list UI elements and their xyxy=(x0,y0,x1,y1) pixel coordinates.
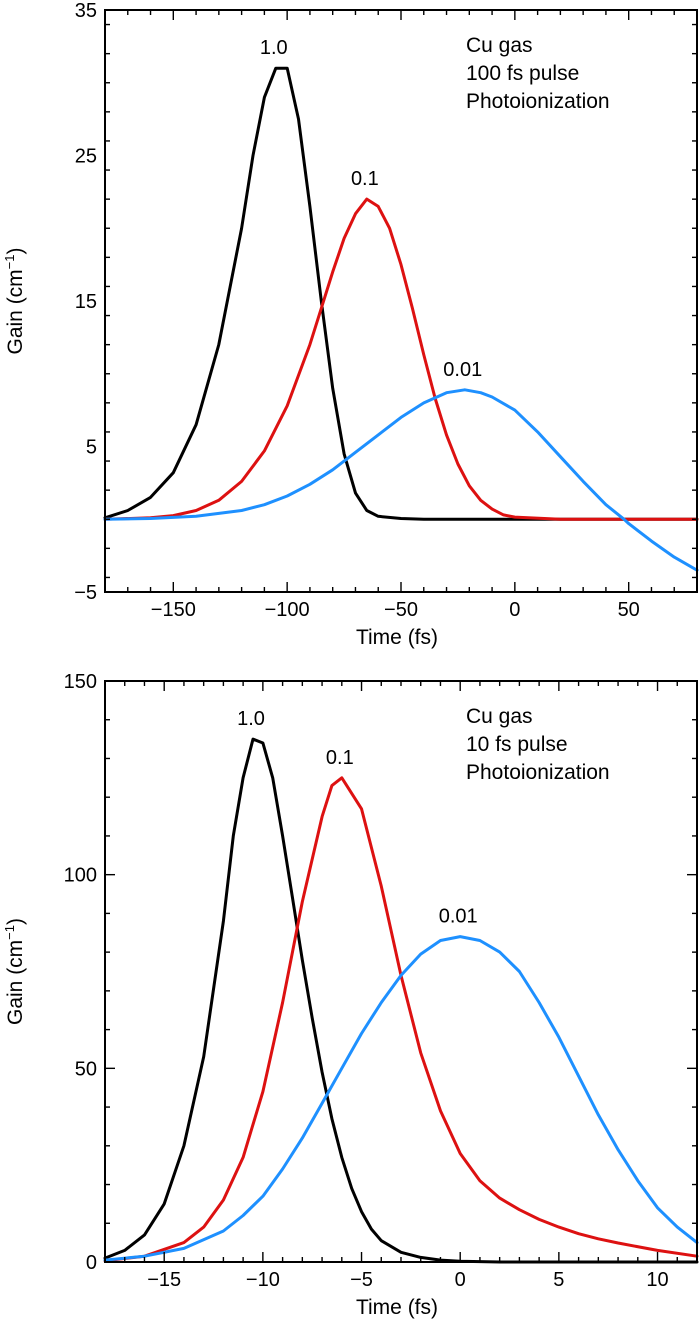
x-tick-label: 10 xyxy=(646,1269,668,1291)
y-tick-label: 50 xyxy=(75,1058,97,1080)
series-line-1-0 xyxy=(103,737,699,1264)
series-label-0-1: 0.1 xyxy=(351,168,379,190)
y-axis-label: Gain (cm−1) xyxy=(2,247,27,354)
x-tick-label: −10 xyxy=(246,1269,280,1291)
y-axis-label: Gain (cm−1) xyxy=(2,918,27,1025)
series-line-0-01 xyxy=(103,935,699,1262)
x-tick-label: −100 xyxy=(265,599,310,621)
x-tick-label: −50 xyxy=(384,599,418,621)
x-tick-label: 0 xyxy=(455,1269,466,1291)
y-tick-label: 150 xyxy=(64,671,97,693)
series-label-1-0: 1.0 xyxy=(237,708,265,730)
series-line-0-1 xyxy=(103,776,699,1263)
series-line-0-1 xyxy=(103,197,699,521)
x-axis-label: Time (fs) xyxy=(356,1296,438,1319)
x-tick-label: 50 xyxy=(618,599,640,621)
series-line-1-0 xyxy=(103,66,699,521)
plot-annotation: Cu gas 100 fs pulse Photoionization xyxy=(466,34,610,113)
chart-panel-1: 1.0 0.1 0.01 −150 −100 −50 0 50 −5 5 15 25 35 Time (f… xyxy=(2,0,699,649)
y-tick-label: 15 xyxy=(75,291,97,313)
series-label-0-01: 0.01 xyxy=(439,906,478,928)
y-tick-label: −5 xyxy=(74,582,97,604)
y-tick-label: 100 xyxy=(64,865,97,887)
x-axis-label: Time (fs) xyxy=(356,626,438,649)
x-tick-label: −150 xyxy=(151,599,196,621)
series-label-0-1: 0.1 xyxy=(326,747,354,769)
y-tick-label: 0 xyxy=(86,1252,97,1274)
x-tick-label: −15 xyxy=(147,1269,181,1291)
y-tick-label: 5 xyxy=(86,437,97,459)
series-line-0-01 xyxy=(103,388,699,572)
series-label-1-0: 1.0 xyxy=(260,37,288,59)
x-tick-label: −5 xyxy=(350,1269,373,1291)
x-tick-label: 0 xyxy=(509,599,520,621)
series-label-0-01: 0.01 xyxy=(443,359,482,381)
x-tick-label: 5 xyxy=(553,1269,564,1291)
y-tick-label: 25 xyxy=(75,146,97,168)
plot-annotation: Cu gas 10 fs pulse Photoionization xyxy=(466,705,610,784)
y-tick-label: 35 xyxy=(75,0,97,22)
